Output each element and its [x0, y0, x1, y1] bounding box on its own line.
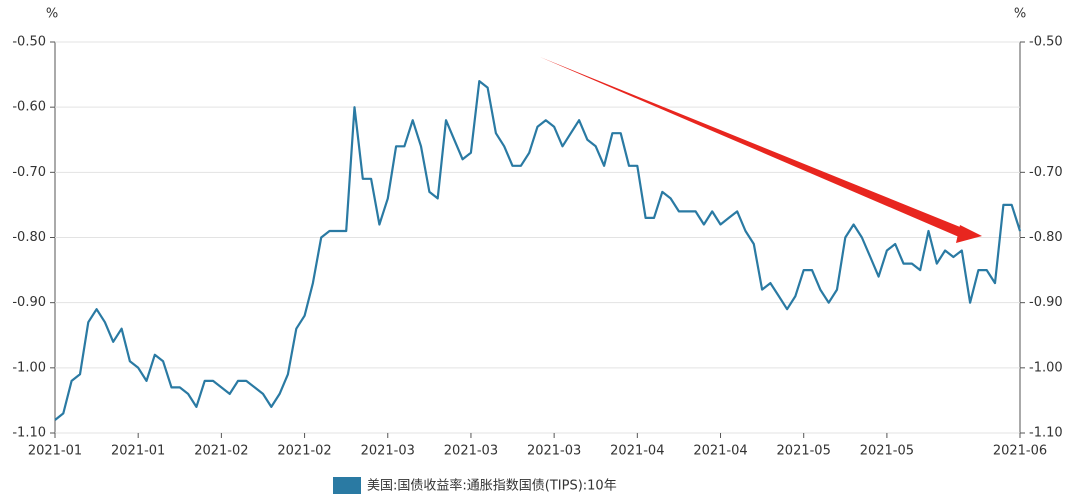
- legend-item: 美国:国债收益率:通胀指数国债(TIPS):10年: [333, 477, 617, 494]
- y2-tick-label: -1.10: [1029, 426, 1063, 441]
- y-tick-label: -0.90: [12, 295, 46, 310]
- x-tick-label: 2021-01: [28, 444, 82, 459]
- trend-arrow: [540, 57, 982, 243]
- y-tick-label: -0.60: [12, 100, 46, 115]
- legend-label: 美国:国债收益率:通胀指数国债(TIPS):10年: [367, 478, 617, 494]
- y2-tick-label: -0.80: [1029, 230, 1063, 245]
- x-tick-label: 2021-06: [993, 444, 1047, 459]
- x-tick-label: 2021-02: [194, 444, 248, 459]
- x-tick-label: 2021-04: [610, 444, 664, 459]
- x-tick-label: 2021-05: [777, 444, 831, 459]
- y2-tick-label: -1.00: [1029, 360, 1063, 375]
- y-tick-label: -1.00: [12, 360, 46, 375]
- y-tick-label: -0.80: [12, 230, 46, 245]
- y-tick-label: -0.50: [12, 35, 46, 50]
- arrow-head: [956, 225, 982, 243]
- arrow-shaft: [540, 57, 970, 240]
- plot-layer: -0.50 -0.60 -0.70 -0.80 -0.90 -1.00 -1.10 -0.50…: [12, 35, 1062, 459]
- y-axis-unit: %: [46, 7, 58, 22]
- y2-tick-label: -0.90: [1029, 295, 1063, 310]
- x-tick-label: 2021-03: [527, 444, 581, 459]
- y-tick-label: -0.70: [12, 165, 46, 180]
- y2-tick-label: -0.50: [1029, 35, 1063, 50]
- x-tick-label: 2021-04: [693, 444, 747, 459]
- x-tick-label: 2021-01: [111, 444, 165, 459]
- legend-swatch: [333, 477, 361, 494]
- x-tick-label: 2021-02: [277, 444, 331, 459]
- x-tick-label: 2021-05: [860, 444, 914, 459]
- x-tick-label: 2021-03: [361, 444, 415, 459]
- series-line: [54, 80, 1022, 421]
- y2-tick-label: -0.70: [1029, 165, 1063, 180]
- y2-axis-unit: %: [1014, 7, 1026, 22]
- y-tick-label: -1.10: [12, 426, 46, 441]
- x-tick-label: 2021-03: [444, 444, 498, 459]
